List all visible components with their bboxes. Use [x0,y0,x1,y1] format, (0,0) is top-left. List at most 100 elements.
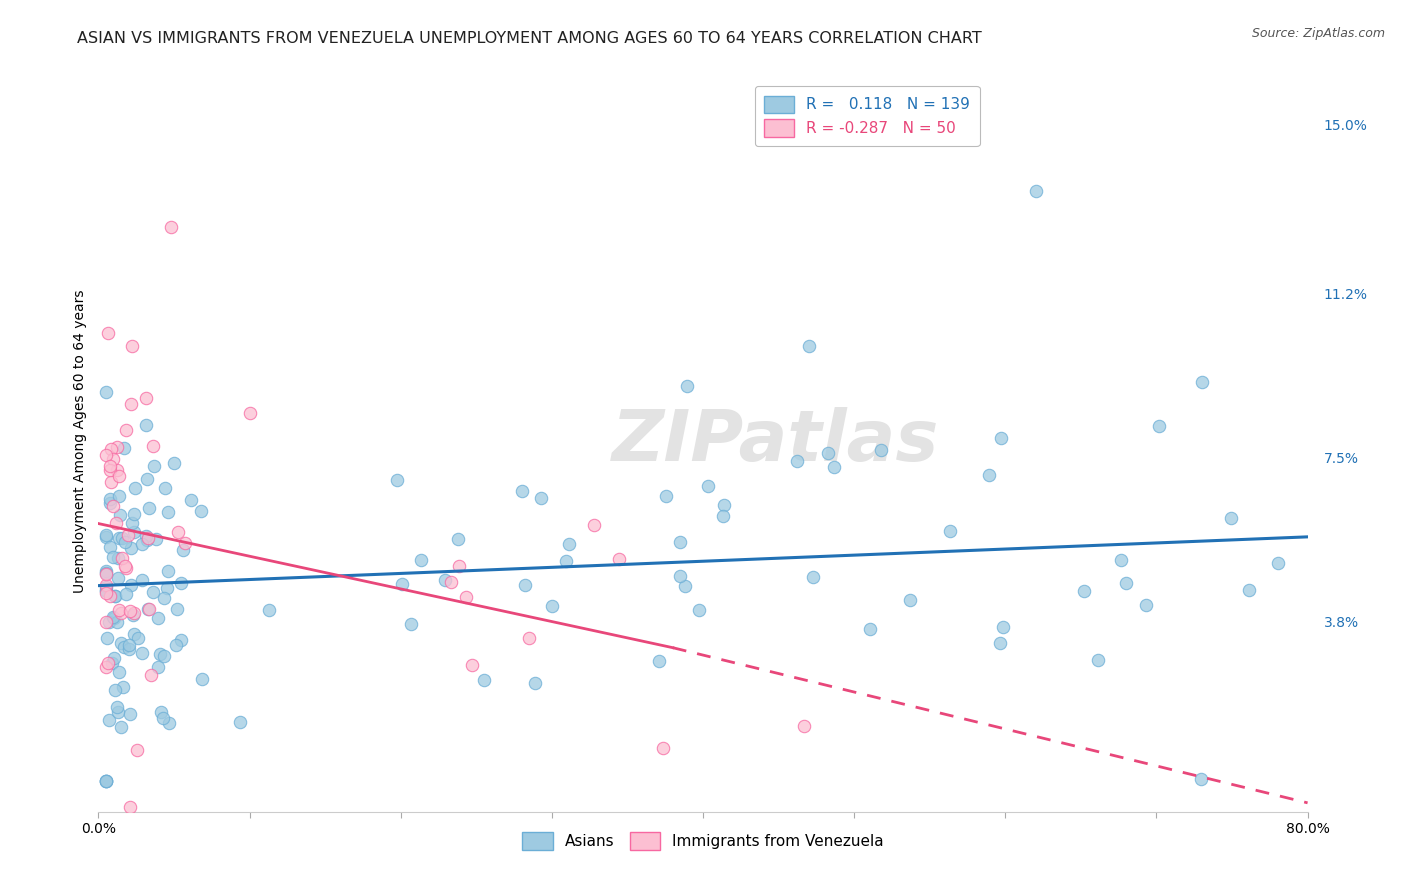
Point [97,326,120,340]
Point [97,656,120,670]
Point [124,606,146,620]
Point [135,418,157,433]
Point [523,676,546,690]
Point [94,564,117,578]
Point [1189,772,1212,786]
Point [135,533,157,547]
Point [100,475,122,489]
Point [153,591,176,605]
Point [157,716,180,731]
Point [655,489,678,503]
Point [94,773,117,788]
Point [673,579,696,593]
Point [108,603,131,617]
Point [94,773,117,788]
Point [107,705,129,719]
Point [100,442,122,457]
Point [713,498,735,512]
Point [456,590,478,604]
Point [111,550,134,565]
Point [977,468,1000,483]
Point [676,379,699,393]
Point [157,564,180,578]
Point [118,638,141,652]
Point [115,561,138,575]
Point [108,531,131,545]
Point [512,483,534,498]
Point [1073,584,1095,599]
Point [103,611,125,625]
Point [229,714,252,729]
Point [120,578,142,592]
Point [817,445,839,459]
Point [1024,184,1046,198]
Point [1191,375,1213,389]
Point [120,397,142,411]
Point [823,460,845,475]
Point [440,575,463,590]
Point [122,608,145,623]
Point [94,582,117,597]
Point [472,673,495,687]
Point [110,635,132,649]
Point [1087,653,1109,667]
Point [111,680,134,694]
Point [105,700,128,714]
Point [652,741,675,756]
Point [583,518,606,533]
Point [554,554,576,568]
Point [170,633,193,648]
Point [142,585,165,599]
Point [105,615,128,630]
Point [98,458,121,473]
Point [94,583,117,598]
Point [127,743,149,757]
Point [669,534,692,549]
Point [1135,599,1157,613]
Point [517,631,540,645]
Point [108,469,131,483]
Point [108,508,131,522]
Point [107,665,129,680]
Point [156,581,179,595]
Point [101,452,124,467]
Point [180,492,202,507]
Point [98,491,121,506]
Point [118,604,141,618]
Point [447,559,470,574]
Point [988,636,1011,650]
Point [117,642,139,657]
Point [101,610,124,624]
Point [136,531,159,545]
Point [107,551,129,566]
Point [135,391,157,405]
Point [1109,553,1132,567]
Point [97,615,120,630]
Point [190,504,212,518]
Point [138,500,160,515]
Point [900,593,922,607]
Point [461,657,484,672]
Point [94,615,117,629]
Point [94,578,117,592]
Point [131,646,153,660]
Point [793,719,815,733]
Point [105,463,128,477]
Point [797,339,820,353]
Point [120,707,142,722]
Point [786,454,808,468]
Point [939,524,962,538]
Point [711,508,734,523]
Point [100,657,122,671]
Point [515,578,537,592]
Point [149,705,172,719]
Point [98,540,121,554]
Point [104,683,127,698]
Point [94,384,117,399]
Point [124,481,146,495]
Point [98,713,121,727]
Point [112,640,135,654]
Point [98,462,121,476]
Text: ASIAN VS IMMIGRANTS FROM VENEZUELA UNEMPLOYMENT AMONG AGES 60 TO 64 YEARS CORREL: ASIAN VS IMMIGRANTS FROM VENEZUELA UNEMP… [77,31,981,46]
Point [149,647,172,661]
